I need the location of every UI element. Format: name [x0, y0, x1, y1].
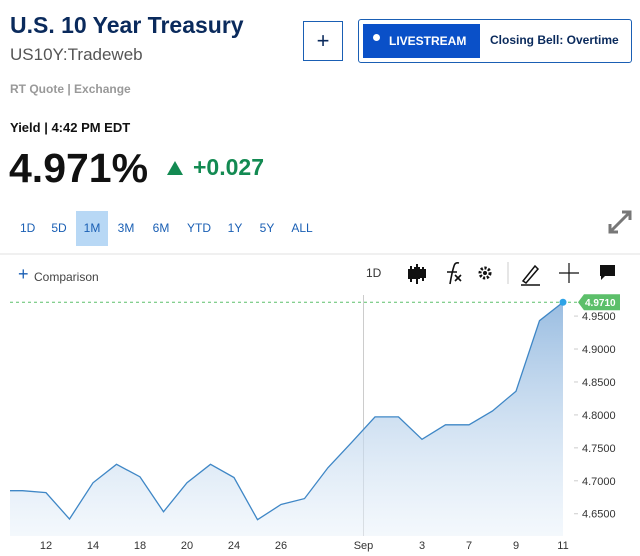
range-button[interactable]: 3M: [117, 221, 135, 235]
x-tick-label: 24: [228, 540, 240, 552]
range-button[interactable]: 1D: [20, 221, 36, 235]
comparison-plus[interactable]: +: [18, 264, 29, 284]
comparison[interactable]: Comparison: [34, 270, 99, 284]
y-tick-label: 4.7500: [582, 443, 616, 455]
y-tick-label: 4.9500: [582, 311, 616, 323]
studies-icon[interactable]: [447, 262, 462, 285]
add-watchlist-button[interactable]: +: [303, 21, 343, 61]
y-tick-label: 4.7000: [582, 476, 616, 488]
x-tick-label: 20: [181, 540, 193, 552]
livestream-show[interactable]: Closing Bell: Overtime: [490, 33, 619, 47]
x-tick-label: Sep: [354, 540, 374, 552]
y-tick-label: 4.8500: [582, 377, 616, 389]
x-tick-label: 14: [87, 540, 99, 552]
y-tick-label: 4.6500: [582, 509, 616, 521]
live-dot: [373, 34, 380, 41]
range-button[interactable]: ALL: [291, 221, 313, 235]
x-tick-label: 26: [275, 540, 287, 552]
up-arrow: [167, 161, 183, 175]
x-tick-label: 9: [513, 540, 519, 552]
candle-icon[interactable]: [408, 264, 426, 284]
draw-icon[interactable]: [521, 264, 540, 286]
last-point: [559, 298, 567, 306]
x-tick-label: 3: [419, 540, 425, 552]
last-price: 4.971%: [9, 145, 149, 191]
range-button[interactable]: 5D: [51, 221, 67, 235]
comment-icon[interactable]: [600, 265, 615, 280]
last-value-tag: [578, 294, 620, 311]
interval[interactable]: 1D: [366, 266, 382, 280]
x-tick-label: 7: [466, 540, 472, 552]
symbol: US10Y:Tradeweb: [10, 45, 143, 64]
range-button[interactable]: 1Y: [227, 221, 243, 235]
line: [10, 301, 564, 521]
price-change: +0.027: [193, 154, 264, 180]
quote-source: RT Quote | Exchange: [10, 82, 131, 96]
range-button[interactable]: 5Y: [259, 221, 275, 235]
y-tick-label: 4.9000: [582, 344, 616, 356]
livestream-box[interactable]: LIVESTREAM Closing Bell: Overtime: [358, 19, 632, 63]
yield-time: Yield | 4:42 PM EDT: [10, 120, 131, 135]
livestream-badge[interactable]: LIVESTREAM: [363, 24, 480, 58]
instrument-title: U.S. 10 Year Treasury: [10, 12, 244, 38]
crosshair-icon[interactable]: [559, 263, 579, 283]
last-value-label: 4.9710: [585, 298, 616, 309]
settings-icon[interactable]: [478, 266, 492, 280]
range-button[interactable]: 6M: [152, 221, 170, 235]
y-tick-label: 4.8000: [582, 410, 616, 422]
range-button[interactable]: YTD: [187, 221, 211, 235]
x-tick-label: 12: [40, 540, 52, 552]
x-tick-label: 18: [134, 540, 146, 552]
x-tick-label: 11: [557, 540, 568, 552]
area-fill: [10, 302, 563, 536]
expand-icon[interactable]: [608, 210, 632, 234]
range-button[interactable]: 1M: [76, 211, 108, 246]
